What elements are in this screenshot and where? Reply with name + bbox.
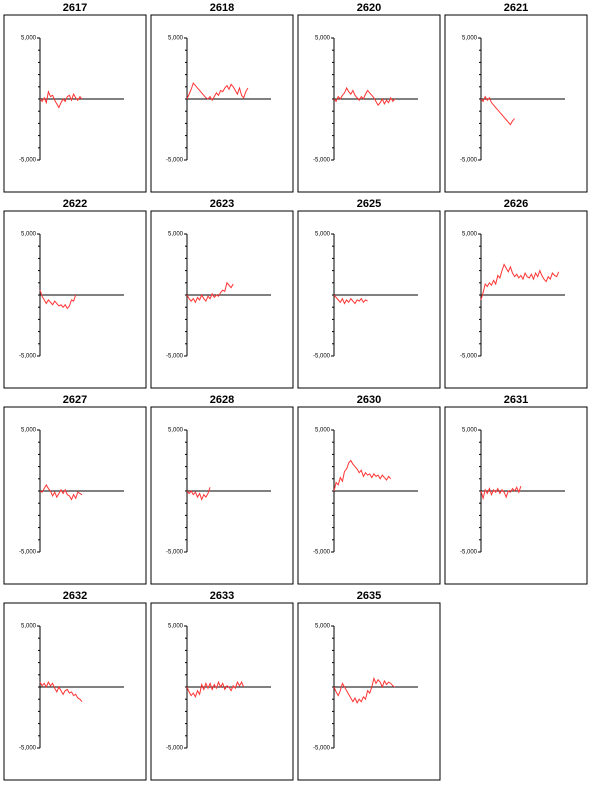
panel-frame [444, 406, 588, 585]
y-tick-label: -5,000 [313, 746, 331, 752]
data-line [39, 483, 83, 501]
y-tick-label: -5,000 [166, 550, 184, 556]
data-line [480, 485, 522, 501]
panel: 2620 5,000 -5,000 [297, 2, 441, 193]
y-tick-label: -5,000 [313, 550, 331, 556]
y-tick-label: 5,000 [462, 428, 478, 434]
y-tick-label: 5,000 [21, 232, 37, 238]
data-line [186, 487, 211, 501]
panel-frame [150, 406, 294, 585]
panel: 2635 5,000 -5,000 [297, 590, 441, 781]
panel-title: 2617 [63, 2, 87, 14]
panel-frame [297, 14, 441, 193]
panel-frame [3, 14, 147, 193]
panel: 2623 5,000 -5,000 [150, 198, 294, 389]
data-line [186, 82, 249, 102]
panel: 2621 5,000 -5,000 [444, 2, 588, 193]
panel-frame [3, 210, 147, 389]
y-tick-label: 5,000 [462, 36, 478, 42]
panel-frame [3, 602, 147, 781]
panel-title: 2630 [357, 394, 381, 406]
panel-title: 2621 [504, 2, 528, 14]
y-tick-label: 5,000 [21, 36, 37, 42]
y-tick-label: 5,000 [168, 232, 184, 238]
panel-title: 2622 [63, 198, 87, 210]
data-line [333, 676, 396, 704]
y-tick-label: -5,000 [313, 354, 331, 360]
y-tick-label: 5,000 [21, 428, 37, 434]
data-line [186, 680, 245, 698]
data-line [333, 294, 368, 305]
panel: 2632 5,000 -5,000 [3, 590, 147, 781]
y-tick-label: 5,000 [315, 36, 331, 42]
panel: 2628 5,000 -5,000 [150, 394, 294, 585]
panel-frame [150, 210, 294, 389]
panel: 2622 5,000 -5,000 [3, 198, 147, 389]
y-tick-label: 5,000 [462, 232, 478, 238]
panel-frame [444, 210, 588, 389]
panel-title: 2632 [63, 590, 87, 602]
y-tick-label: -5,000 [460, 158, 478, 164]
panel-frame [297, 406, 441, 585]
panel-title: 2625 [357, 198, 381, 210]
panel-title: 2623 [210, 198, 234, 210]
panel-title: 2635 [357, 590, 381, 602]
panel-title: 2631 [504, 394, 528, 406]
y-tick-label: 5,000 [315, 428, 331, 434]
y-tick-label: -5,000 [19, 550, 37, 556]
panel-frame [444, 14, 588, 193]
y-tick-label: 5,000 [168, 624, 184, 630]
y-tick-label: -5,000 [166, 354, 184, 360]
y-tick-label: -5,000 [166, 746, 184, 752]
panel-title: 2618 [210, 2, 234, 14]
data-line [333, 86, 396, 106]
data-line [186, 281, 234, 304]
y-tick-label: 5,000 [168, 428, 184, 434]
panel: 2625 5,000 -5,000 [297, 198, 441, 389]
y-tick-label: 5,000 [168, 36, 184, 42]
data-line [480, 95, 515, 126]
panel-frame [297, 602, 441, 781]
data-line [480, 263, 560, 301]
panel-title: 2633 [210, 590, 234, 602]
panel: 2618 5,000 -5,000 [150, 2, 294, 193]
y-tick-label: 5,000 [315, 624, 331, 630]
y-tick-label: -5,000 [313, 158, 331, 164]
y-tick-label: 5,000 [315, 232, 331, 238]
y-tick-label: -5,000 [19, 746, 37, 752]
panel-frame [150, 602, 294, 781]
panel-title: 2626 [504, 198, 528, 210]
y-tick-label: 5,000 [21, 624, 37, 630]
data-line [39, 89, 83, 109]
panel: 2631 5,000 -5,000 [444, 394, 588, 585]
panel: 2617 5,000 -5,000 [3, 2, 147, 193]
data-line [39, 289, 77, 310]
panel: 2627 5,000 -5,000 [3, 394, 147, 585]
panel-title: 2620 [357, 2, 381, 14]
panel-frame [150, 14, 294, 193]
y-tick-label: -5,000 [19, 354, 37, 360]
data-line [333, 459, 392, 492]
data-line [39, 681, 83, 702]
y-tick-label: -5,000 [166, 158, 184, 164]
panel: 2630 5,000 -5,000 [297, 394, 441, 585]
y-tick-label: -5,000 [19, 158, 37, 164]
panel: 2633 5,000 -5,000 [150, 590, 294, 781]
panel-title: 2627 [63, 394, 87, 406]
panel-title: 2628 [210, 394, 234, 406]
panel-frame [3, 406, 147, 585]
y-tick-label: -5,000 [460, 354, 478, 360]
panel-frame [297, 210, 441, 389]
y-tick-label: -5,000 [460, 550, 478, 556]
panel: 2626 5,000 -5,000 [444, 198, 588, 389]
